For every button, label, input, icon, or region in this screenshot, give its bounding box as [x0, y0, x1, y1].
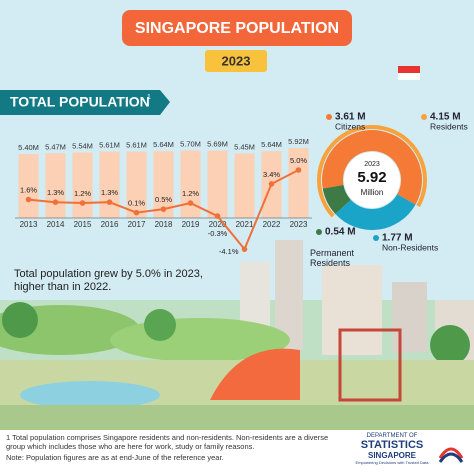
- growth-point: [52, 199, 59, 205]
- growth-point: [295, 167, 302, 173]
- growth-label: -0.3%: [208, 229, 228, 238]
- pie-slice: [322, 130, 422, 205]
- growth-point: [106, 199, 113, 205]
- growth-point: [25, 196, 32, 203]
- x-tick-label: 2013: [20, 220, 38, 229]
- bar: [153, 151, 174, 218]
- x-tick-label: 2019: [182, 220, 200, 229]
- pie-center: [344, 152, 400, 208]
- bar-label: 5.40M: [18, 143, 39, 152]
- legend-dot: [326, 114, 332, 120]
- logo-tagline: Empowering Decisions with Trusted Data: [355, 460, 429, 465]
- growth-point: [268, 181, 275, 187]
- title-banner: [122, 10, 352, 46]
- growth-point: [133, 209, 140, 216]
- year-box: [205, 50, 267, 72]
- growth-point: [241, 246, 248, 252]
- bar-label: 5.61M: [126, 141, 147, 150]
- scenery: [0, 240, 474, 430]
- x-tick-label: 2016: [101, 220, 119, 229]
- x-tick-label: 2017: [128, 220, 146, 229]
- bar-label: 5.64M: [261, 140, 282, 149]
- legend-value: 0.54 M: [325, 227, 356, 238]
- legend-value: 1.77 M: [382, 233, 413, 244]
- growth-point: [214, 213, 221, 219]
- logo-main: STATISTICS: [360, 439, 424, 451]
- residents-ring: [317, 125, 427, 218]
- bar-label: 5.45M: [234, 142, 255, 151]
- bar-label: 5.70M: [180, 140, 201, 149]
- bar: [99, 151, 120, 218]
- bar: [45, 153, 66, 218]
- logo-top: DEPARTMENT OF: [366, 433, 418, 439]
- bar: [207, 150, 228, 218]
- growth-label: 3.4%: [263, 170, 280, 179]
- legend-dot: [421, 114, 427, 120]
- bar: [126, 151, 147, 218]
- note: Note: Population figures are as at end-J…: [6, 453, 224, 462]
- growth-label: 5.0%: [290, 156, 307, 165]
- legend-value: 3.61 M: [335, 112, 366, 123]
- bar-label: 5.54M: [72, 141, 93, 150]
- center-unit: Million: [361, 188, 384, 197]
- legend-label: Citizens: [335, 121, 365, 131]
- year: 2023: [222, 53, 251, 68]
- logo-sub: SINGAPORE: [367, 451, 416, 460]
- x-tick-label: 2021: [236, 220, 254, 229]
- x-tick-label: 2023: [290, 220, 308, 229]
- pie-slice: [335, 194, 416, 231]
- center-year: 2023: [364, 161, 380, 168]
- logo-icon: [438, 447, 464, 463]
- bar-label: 5.47M: [45, 142, 66, 151]
- x-tick-label: 2015: [74, 220, 92, 229]
- legend-dot: [373, 235, 379, 241]
- x-tick-label: 2020: [209, 220, 227, 229]
- legend-label: Permanent Residents: [310, 248, 355, 268]
- growth-point: [79, 200, 86, 206]
- bar: [288, 147, 309, 218]
- bar: [234, 153, 255, 218]
- logo: DEPARTMENT OF STATISTICS SINGAPORE Empow…: [352, 433, 432, 465]
- legend-label: Residents: [430, 121, 468, 131]
- bar: [18, 154, 39, 218]
- x-tick-label: 2022: [263, 220, 281, 229]
- footnote-marker: 1: [147, 94, 151, 101]
- x-tick-label: 2014: [47, 220, 65, 229]
- pie-slice: [322, 185, 351, 214]
- growth-label: 1.2%: [182, 189, 199, 198]
- growth-label: 1.2%: [74, 189, 91, 198]
- bar: [72, 152, 93, 218]
- annotation: Total population grew by 5.0% in 2023, h…: [14, 268, 203, 293]
- title: SINGAPORE POPULATION: [135, 20, 339, 37]
- footer: [0, 430, 474, 474]
- bar-label: 5.64M: [153, 140, 174, 149]
- growth-label: 0.5%: [155, 195, 172, 204]
- footnote: 1 Total population comprises Singapore r…: [6, 433, 329, 451]
- legend-label: Non-Residents: [382, 242, 438, 252]
- x-tick-label: 2018: [155, 220, 173, 229]
- growth-label: 1.6%: [20, 186, 37, 195]
- growth-point: [187, 200, 194, 206]
- bar-label: 5.92M: [288, 137, 309, 146]
- section-title: TOTAL POPULATION: [10, 94, 150, 110]
- bar: [180, 150, 201, 218]
- growth-label: 0.1%: [128, 199, 145, 208]
- center-value: 5.92: [357, 169, 386, 186]
- section-banner: [0, 90, 170, 115]
- growth-label: -4.1%: [219, 247, 239, 256]
- legend-value: 4.15 M: [430, 112, 461, 123]
- growth-label: 1.3%: [101, 188, 118, 197]
- bar-label: 5.61M: [99, 141, 120, 150]
- growth-point: [160, 206, 167, 212]
- growth-label: 1.3%: [47, 188, 64, 197]
- legend-dot: [316, 229, 322, 235]
- bar-label: 5.69M: [207, 140, 228, 149]
